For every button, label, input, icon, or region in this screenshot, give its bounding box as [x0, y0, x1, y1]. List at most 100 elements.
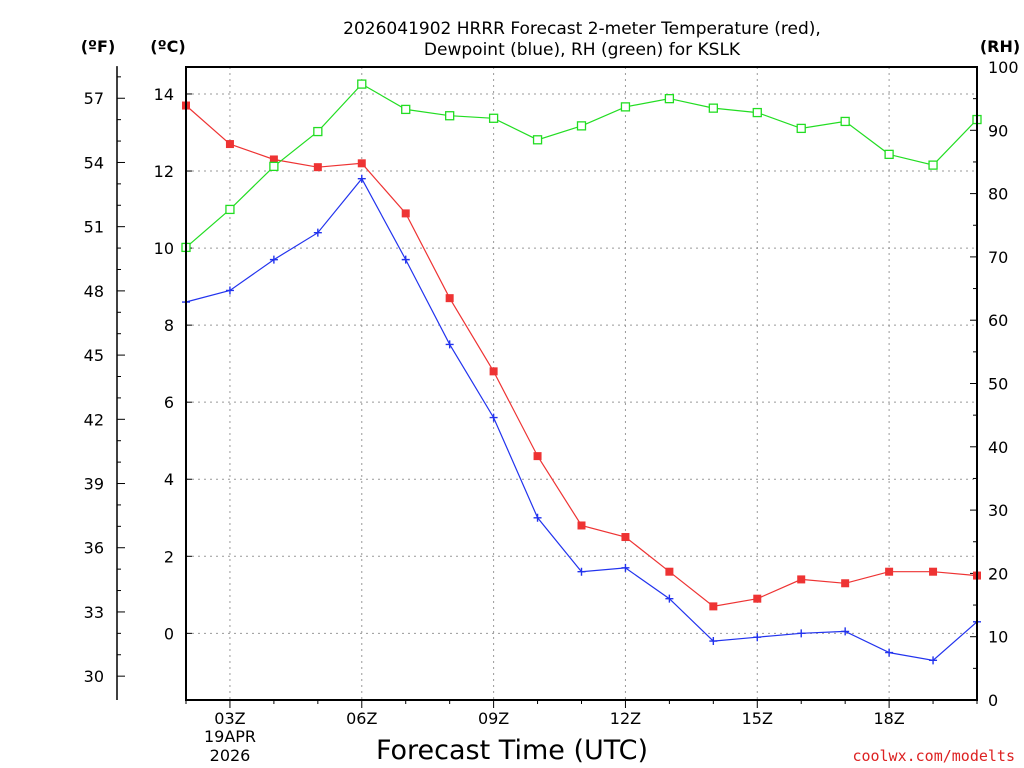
- date-label-year: 2026: [210, 746, 251, 765]
- x-tick-label: 15Z: [742, 709, 773, 728]
- dewpoint-point: [357, 174, 366, 183]
- rh-tick-label: 80: [988, 185, 1008, 204]
- celsius-tick-label: 6: [164, 393, 174, 412]
- rh-point: [445, 111, 455, 121]
- dewpoint-point: [753, 633, 762, 642]
- celsius-tick-label: 14: [154, 85, 174, 104]
- rh-point: [796, 123, 806, 134]
- temperature-point: [577, 521, 586, 530]
- x-tick-label: 18Z: [873, 709, 904, 728]
- temperature-point: [929, 567, 938, 576]
- rh-tick-label: 20: [988, 564, 1008, 583]
- rh-point: [576, 121, 587, 131]
- rh-point: [488, 113, 499, 123]
- grid-layer: [186, 67, 977, 700]
- rh-point: [840, 116, 850, 127]
- rh-point: [401, 104, 411, 115]
- rh-axis-label: (RH): [980, 37, 1020, 56]
- temperature-point: [489, 367, 498, 376]
- fahrenheit-tick-label: 51: [84, 218, 104, 237]
- dewpoint-point: [313, 228, 322, 237]
- temperature-point: [665, 567, 674, 576]
- temperature-point: [885, 567, 894, 576]
- fahrenheit-tick-label: 39: [84, 475, 104, 494]
- rh-tick-label: 70: [988, 248, 1008, 267]
- x-tick-label: 06Z: [346, 709, 377, 728]
- celsius-tick-label: 4: [164, 470, 174, 489]
- celsius-axis-label: (ºC): [150, 37, 185, 56]
- temperature-point: [533, 452, 542, 461]
- rh-tick-label: 60: [988, 311, 1008, 330]
- rh-point: [664, 94, 675, 104]
- rh-point: [708, 103, 718, 113]
- celsius-tick-label: 2: [164, 547, 174, 566]
- rh-tick-label: 50: [988, 375, 1008, 394]
- rh-point: [269, 161, 279, 172]
- dewpoint-point: [533, 513, 542, 522]
- x-axis-title: Forecast Time (UTC): [376, 735, 648, 766]
- rh-tick-label: 90: [988, 121, 1008, 140]
- temperature-point: [357, 159, 366, 168]
- dewpoint-point: [929, 656, 938, 665]
- x-tick-label: 03Z: [214, 709, 245, 728]
- temperature-point: [269, 155, 278, 164]
- dewpoint-point: [269, 255, 278, 264]
- rh-point: [884, 149, 894, 160]
- celsius-tick-label: 0: [164, 624, 174, 643]
- dewpoint-point: [841, 627, 850, 636]
- temperature-point: [841, 579, 850, 588]
- plot-frame: [185, 66, 978, 701]
- temperature-point: [709, 602, 718, 611]
- x-tick-label: 09Z: [478, 709, 509, 728]
- dewpoint-point: [797, 629, 806, 638]
- dewpoint-point: [709, 637, 718, 646]
- rh-point: [225, 204, 235, 215]
- temperature-point: [445, 294, 454, 303]
- fahrenheit-tick-label: 42: [84, 410, 104, 429]
- celsius-tick-label: 12: [154, 162, 174, 181]
- watermark: coolwx.com/modelts: [852, 747, 1015, 765]
- rh-point: [752, 107, 762, 118]
- rh-point: [620, 102, 631, 112]
- chart-title-line1: 2026041902 HRRR Forecast 2-meter Tempera…: [343, 19, 821, 39]
- fahrenheit-tick-label: 57: [84, 89, 104, 108]
- temperature-point: [313, 163, 322, 172]
- fahrenheit-tick-label: 48: [84, 282, 104, 301]
- fahrenheit-tick-label: 33: [84, 603, 104, 622]
- celsius-tick-label: 10: [154, 239, 174, 258]
- dewpoint-point: [225, 286, 234, 295]
- fahrenheit-tick-label: 30: [84, 667, 104, 686]
- dewpoint-point: [489, 413, 498, 422]
- x-tick-label: 12Z: [610, 709, 641, 728]
- axis-layer: 03Z 06Z 09Z 12Z 15Z 18Z 0 2 4 6 8 10 12 14 30 33 36 39 42 4…: [84, 58, 1019, 728]
- rh-point: [313, 126, 323, 137]
- date-label-day: 19APR: [204, 727, 256, 746]
- dewpoint-point: [621, 563, 630, 572]
- temperature-point: [401, 209, 410, 218]
- fahrenheit-tick-label: 45: [84, 346, 104, 365]
- rh-series: [181, 79, 982, 253]
- rh-point: [357, 79, 367, 89]
- rh-tick-label: 100: [988, 58, 1019, 77]
- temperature-point: [621, 533, 630, 542]
- dewpoint-line: [185, 177, 978, 661]
- dewpoint-point: [577, 567, 586, 576]
- series-layer: [181, 79, 982, 665]
- dewpoint-series: [182, 174, 981, 665]
- dewpoint-point: [665, 594, 674, 603]
- dewpoint-point: [885, 648, 894, 657]
- rh-tick-label: 0: [988, 691, 998, 710]
- dewpoint-point: [401, 255, 410, 264]
- rh-point: [532, 135, 543, 145]
- temperature-point: [225, 140, 234, 149]
- chart-title-line2: Dewpoint (blue), RH (green) for KSLK: [424, 40, 741, 60]
- rh-line: [185, 83, 978, 248]
- temperature-point: [797, 575, 806, 584]
- rh-tick-label: 10: [988, 628, 1008, 647]
- temperature-series: [182, 101, 981, 611]
- rh-point: [928, 160, 938, 170]
- temperature-point: [753, 594, 762, 603]
- temperature-line: [185, 105, 978, 608]
- fahrenheit-tick-label: 36: [84, 539, 104, 558]
